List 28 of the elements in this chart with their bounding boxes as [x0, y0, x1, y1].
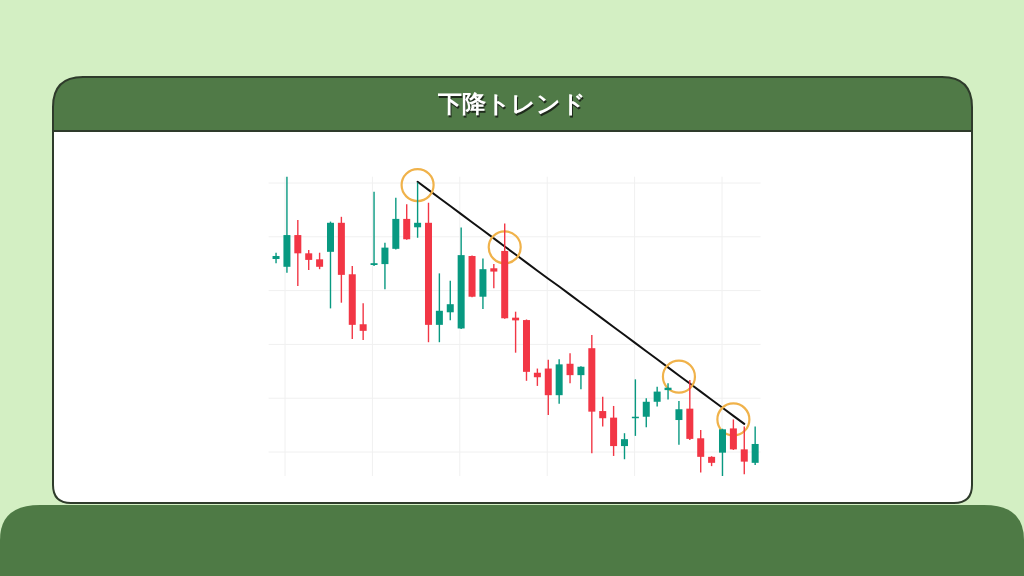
- point: [487, 230, 522, 265]
- candlestick: [740, 425, 748, 475]
- candlestick: [370, 190, 378, 267]
- candlestick: [359, 302, 367, 341]
- candlestick: [653, 386, 661, 408]
- candlestick: [577, 365, 585, 390]
- candlestick: [566, 352, 574, 384]
- candlestick: [620, 432, 628, 460]
- candlestick: [718, 428, 726, 477]
- candlestick: [599, 395, 607, 428]
- chart-title: 下降トレンド: [437, 90, 586, 118]
- point: [716, 402, 751, 437]
- candlestick: [294, 219, 302, 287]
- candlestick: [642, 397, 650, 428]
- candlestick: [272, 252, 280, 264]
- candlestick: [414, 181, 422, 239]
- candlestick: [435, 272, 443, 343]
- point: [400, 167, 435, 203]
- candlestick: [697, 429, 705, 474]
- candlestick: [403, 203, 411, 241]
- candlestick: [675, 400, 683, 446]
- candlestick: [381, 242, 389, 290]
- candlestick: [305, 249, 313, 271]
- candlestick: [490, 263, 498, 290]
- point: [661, 359, 697, 394]
- candlestick: [446, 280, 454, 322]
- candlestick: [729, 418, 737, 451]
- candlestick: [751, 425, 759, 466]
